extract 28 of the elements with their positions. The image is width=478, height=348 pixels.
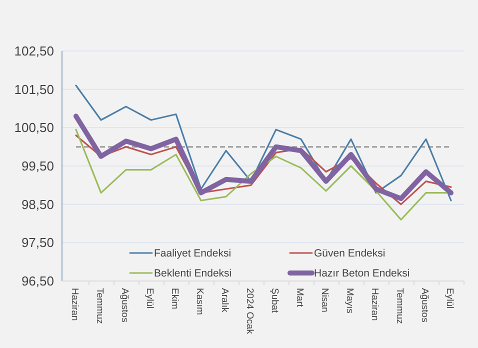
x-tick-label: Kasım [194,288,205,316]
line-series [75,84,452,202]
x-tick-label: Haziran [69,288,80,321]
x-tick-label: Ağustos [419,288,430,323]
x-tick-label: Şubat [269,288,280,314]
y-tick-label: 100,50 [14,120,54,136]
y-tick-label: 97,50 [21,235,54,250]
x-tick-label: Ağustos [119,288,130,323]
x-tick-label: Nisan [319,288,330,312]
x-tick-label: Temmuz [394,288,405,324]
x-tick-label: Temmuz [94,288,105,324]
x-tick-label: Haziran [369,288,380,321]
x-tick-label: Eylül [144,288,155,309]
x-tick-label: 2024 Ocak [244,288,255,334]
legend-label: Beklenti Endeksi [154,268,232,280]
x-tick-label: Mayıs [344,288,355,314]
legend-label: Güven Endeksi [314,248,386,260]
x-tick-label: Mart [294,288,305,308]
y-tick-label: 98,50 [21,196,54,212]
y-tick-label: 96,50 [21,274,54,289]
y-tick-label: 99,50 [21,158,54,174]
legend-label: Faaliyet Endeksi [154,248,232,260]
x-tick-label: Aralık [219,288,230,313]
x-tick-label: Ekim [169,288,180,310]
x-tick-label: Eylül [444,288,455,309]
y-tick-label: 102,50 [14,44,54,59]
y-tick-label: 101,50 [14,82,54,97]
legend-label: Hazır Beton Endeksi [314,268,410,280]
